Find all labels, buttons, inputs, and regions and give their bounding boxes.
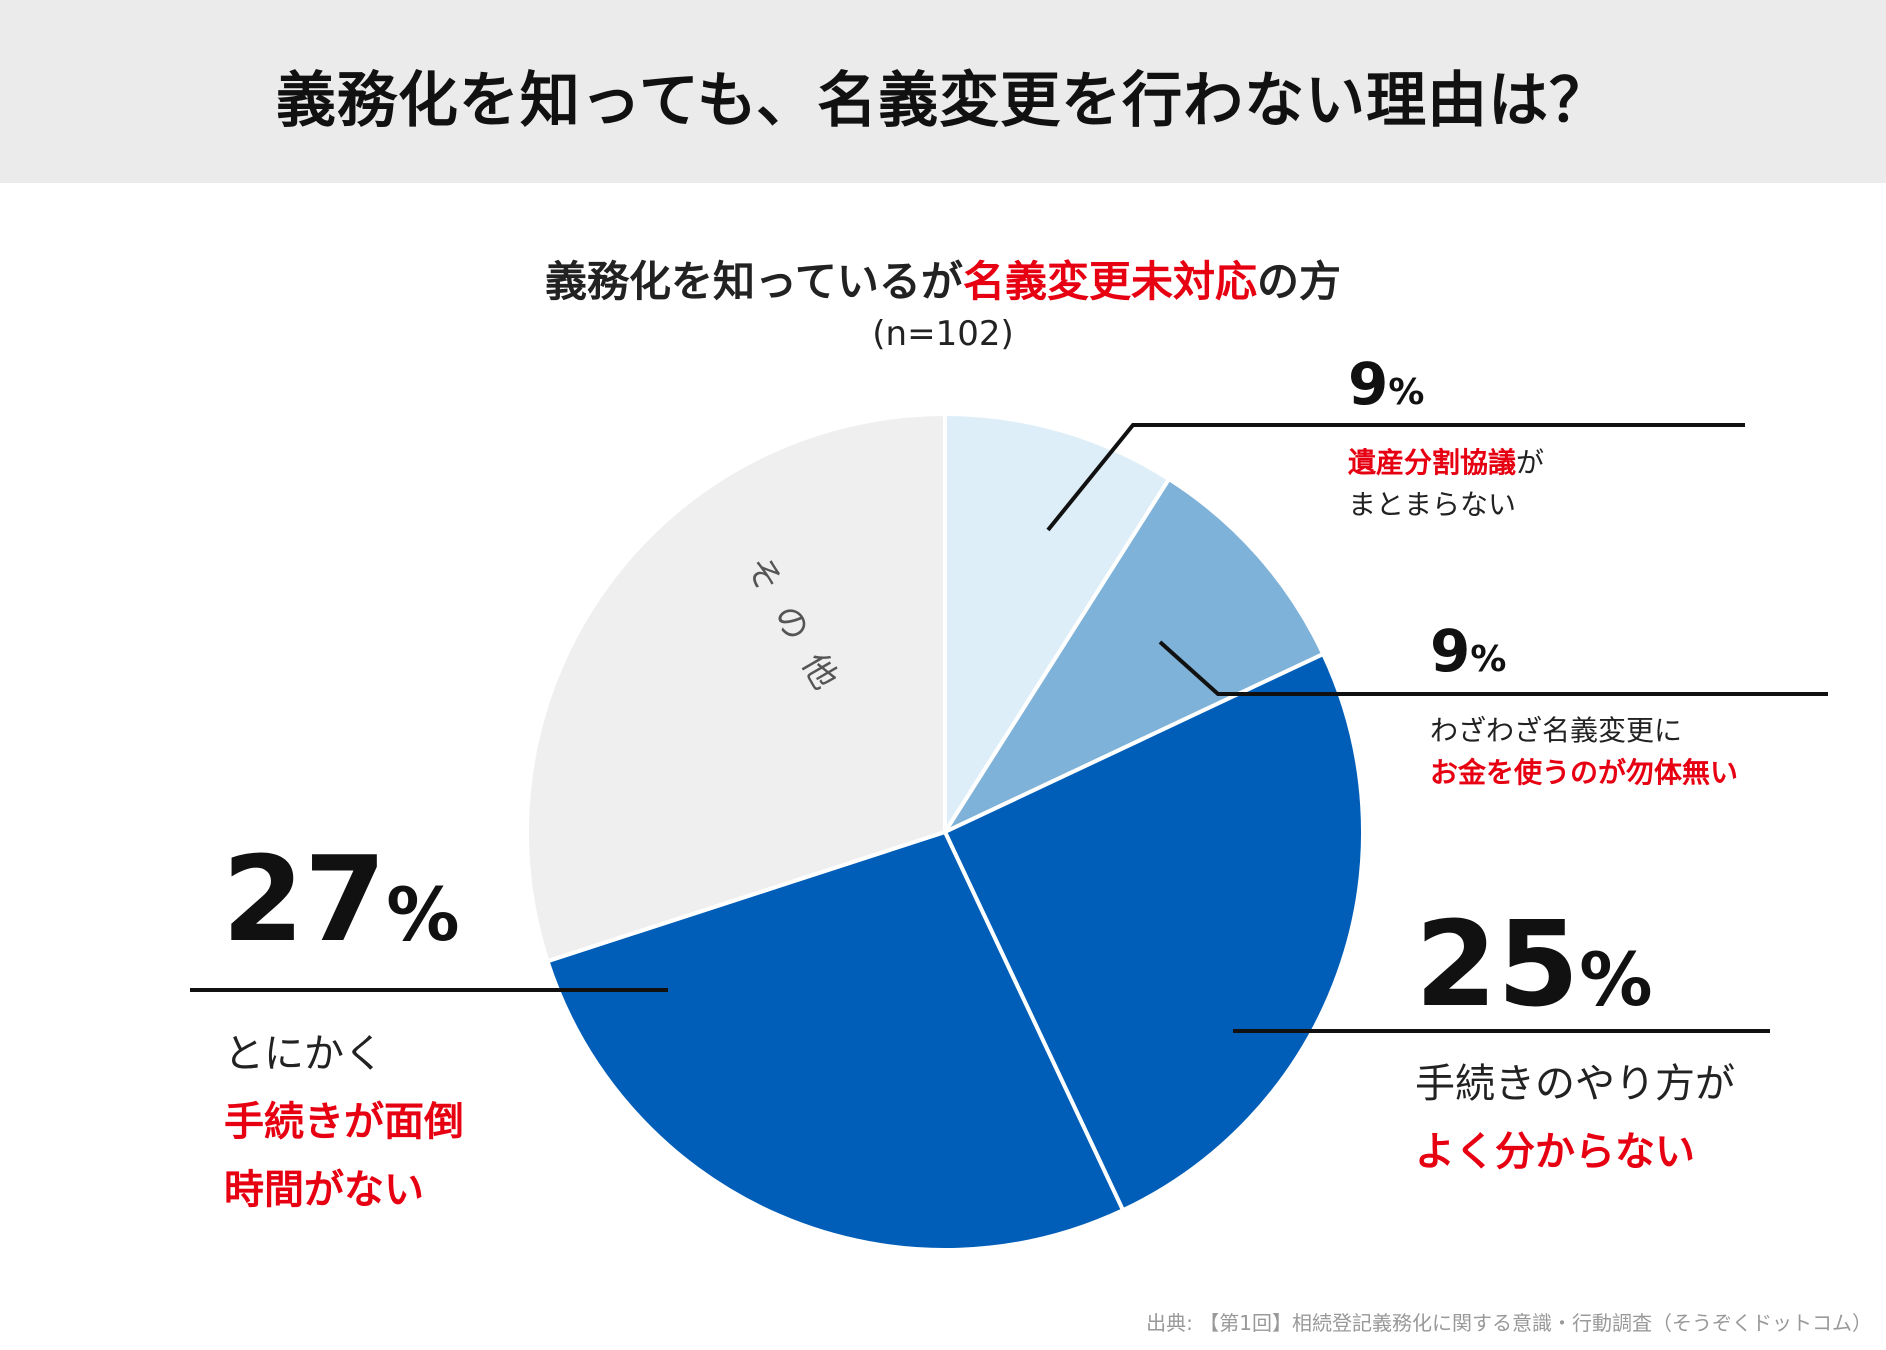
title-bar bbox=[0, 0, 1886, 183]
pct-label-procedure: 25% bbox=[1415, 905, 1653, 1040]
pct-label-money: 9% bbox=[1430, 617, 1506, 685]
pct-sign: % bbox=[1579, 938, 1653, 1023]
desc-highlight: 手続きが面倒 bbox=[224, 1099, 464, 1145]
pct-sign: % bbox=[1470, 639, 1507, 680]
pie-slice-money bbox=[939, 476, 1326, 837]
desc-highlight: よく分からない bbox=[1415, 1129, 1695, 1175]
pct-value: 9 bbox=[1430, 617, 1471, 685]
desc-line: とにかく bbox=[224, 1031, 384, 1077]
desc-highlight: お金を使うのが勿体無い bbox=[1430, 756, 1739, 789]
pct-value: 27 bbox=[222, 830, 387, 968]
leader-lines bbox=[190, 423, 1828, 1033]
pie-slice-hassle bbox=[544, 829, 1126, 1252]
pct-sign: % bbox=[386, 873, 460, 958]
pie-slices bbox=[525, 411, 1366, 1252]
leader-line-money bbox=[1158, 640, 1828, 696]
source-citation: 出典: 【第1回】相続登記義務化に関する意識・行動調査（そうぞくドットコム） bbox=[1146, 1311, 1872, 1335]
leader-line-inheritance bbox=[1046, 423, 1745, 532]
desc-inheritance: 遺産分割協議が まとまらない bbox=[1348, 442, 1544, 526]
desc-hassle: とにかく 手続きが面倒 時間がない bbox=[224, 1020, 464, 1224]
chart-subtitle: 義務化を知っているが名義変更未対応の方 bbox=[0, 248, 1886, 309]
sample-size: (n=102) bbox=[872, 314, 1014, 354]
desc-highlight: 遺産分割協議 bbox=[1348, 446, 1517, 479]
desc-line: 手続きのやり方が bbox=[1415, 1061, 1735, 1107]
pie-slice-procedure bbox=[942, 651, 1366, 1213]
desc-line: 遺産分割協議が bbox=[1348, 442, 1544, 484]
desc-text: が bbox=[1516, 446, 1545, 479]
desc-money: わざわざ名義変更に お金を使うのが勿体無い bbox=[1430, 710, 1738, 794]
page-title: 義務化を知っても、名義変更を行わない理由は？ bbox=[275, 66, 1611, 136]
desc-highlight: 時間がない bbox=[224, 1167, 424, 1213]
desc-line: わざわざ名義変更に bbox=[1430, 714, 1683, 747]
pct-value: 25 bbox=[1415, 895, 1580, 1033]
subtitle-highlight: 名義変更未対応 bbox=[962, 257, 1257, 306]
pct-sign: % bbox=[1388, 372, 1425, 413]
subtitle-prefix: 義務化を知っているが bbox=[545, 257, 963, 306]
pct-value: 9 bbox=[1348, 350, 1389, 418]
desc-procedure: 手続きのやり方が よく分からない bbox=[1415, 1050, 1735, 1186]
pct-label-inheritance: 9% bbox=[1348, 350, 1424, 418]
subtitle-suffix: の方 bbox=[1256, 257, 1341, 306]
desc-line: まとまらない bbox=[1348, 488, 1517, 521]
pie-slice-other bbox=[525, 411, 947, 964]
pct-label-hassle: 27% bbox=[222, 840, 460, 975]
pie-slice-inheritance bbox=[943, 411, 1172, 839]
